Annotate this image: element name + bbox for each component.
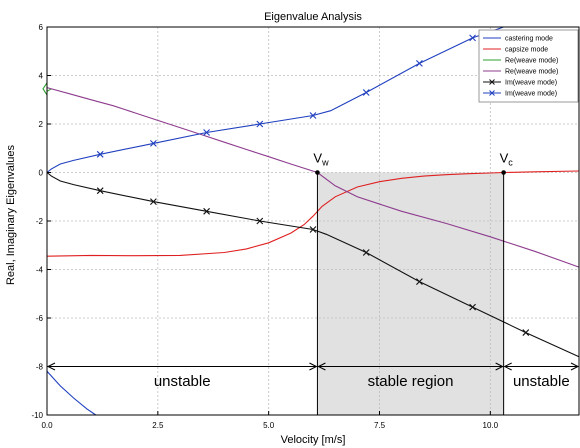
x-tick-label: 5.0 bbox=[263, 421, 275, 430]
region-arrow-right bbox=[495, 362, 504, 371]
x-tick-label: 0.0 bbox=[41, 421, 53, 430]
region-label: stable region bbox=[368, 373, 454, 390]
region-arrow-left bbox=[503, 362, 512, 371]
v_w-label: Vw bbox=[313, 151, 329, 168]
series-layer bbox=[42, 26, 580, 416]
legend-marker bbox=[489, 79, 495, 85]
region-arrow-left bbox=[317, 362, 326, 371]
x-axis-label: Velocity [m/s] bbox=[281, 434, 346, 446]
series-line bbox=[46, 26, 504, 173]
series-0 bbox=[46, 370, 97, 416]
data-point-marker bbox=[362, 89, 370, 96]
y-tick-label: 6 bbox=[39, 23, 44, 32]
region-2: unstable bbox=[503, 362, 580, 390]
legend-label: Re(weave mode) bbox=[505, 69, 558, 76]
data-point-marker bbox=[150, 198, 157, 205]
legend-marker bbox=[489, 90, 495, 96]
data-point-marker bbox=[256, 217, 264, 225]
legend-label: capsize mode bbox=[505, 47, 548, 54]
stable-band bbox=[317, 172, 504, 415]
series-1 bbox=[46, 170, 580, 257]
region-0: unstable bbox=[46, 362, 318, 390]
legend: castering mode capsize mode Re(weave mode)… bbox=[478, 29, 579, 103]
series-5 bbox=[46, 26, 504, 173]
data-point-marker bbox=[203, 129, 210, 136]
legend-label: Im(weave mode) bbox=[505, 80, 557, 87]
legend-box bbox=[478, 29, 579, 103]
y-axis-label: Real, Imaginary Eigenvalues bbox=[5, 144, 17, 285]
region-1: stable region bbox=[317, 362, 504, 390]
region-arrow-right bbox=[570, 362, 580, 371]
data-point-marker bbox=[256, 120, 264, 128]
chart-title: Eigenvalue Analysis bbox=[264, 11, 362, 23]
series-4 bbox=[46, 172, 580, 358]
data-point-marker bbox=[96, 150, 104, 158]
v_c-point bbox=[501, 170, 506, 175]
legend-label: Re(weave mode) bbox=[505, 58, 558, 65]
x-tick-label: 10.0 bbox=[483, 421, 499, 430]
legend-label: Im(weave mode) bbox=[505, 91, 557, 98]
axes: 0.0 2.5 5.0 7.5 10.0 -10 -8 -6 -4 -2 0 2 4 6 bbox=[31, 23, 580, 430]
data-point-marker bbox=[469, 34, 476, 42]
data-point-marker bbox=[362, 249, 370, 256]
y-tick-label: -6 bbox=[36, 314, 44, 323]
legend-label: castering mode bbox=[505, 36, 553, 43]
annotations: Vw Vc unstable stable region unstable bbox=[46, 151, 580, 415]
data-point-marker bbox=[309, 112, 317, 119]
series-line bbox=[46, 87, 580, 268]
data-point-marker bbox=[150, 140, 157, 147]
weave-origin-marker bbox=[42, 82, 48, 96]
v_c-label: Vc bbox=[500, 151, 514, 168]
y-tick-label: 4 bbox=[39, 72, 44, 81]
y-tick-label: -4 bbox=[36, 266, 44, 275]
data-point-marker bbox=[416, 59, 423, 67]
y-tick-label: -2 bbox=[36, 217, 44, 226]
region-arrow-right bbox=[309, 362, 318, 371]
series-line bbox=[46, 170, 580, 257]
data-point-marker bbox=[203, 207, 210, 215]
v_w-point bbox=[315, 170, 320, 175]
y-tick-label: 2 bbox=[39, 120, 44, 129]
data-point-marker bbox=[96, 187, 104, 195]
y-tick-label: -10 bbox=[31, 411, 43, 420]
data-point-marker bbox=[309, 226, 317, 233]
y-tick-label: -8 bbox=[36, 363, 44, 372]
data-point-marker bbox=[416, 278, 423, 286]
y-tick-label: 0 bbox=[39, 169, 44, 178]
data-point-marker bbox=[522, 329, 530, 336]
series-2 bbox=[46, 88, 52, 92]
x-tick-label: 2.5 bbox=[152, 421, 164, 430]
series-line bbox=[46, 88, 52, 92]
stable-region-shade bbox=[317, 172, 504, 415]
region-label: unstable bbox=[154, 373, 211, 390]
x-tick-label: 7.5 bbox=[374, 421, 386, 430]
region-label: unstable bbox=[513, 373, 570, 390]
data-point-marker bbox=[469, 303, 476, 311]
series-3 bbox=[46, 87, 580, 268]
series-line bbox=[46, 370, 97, 416]
